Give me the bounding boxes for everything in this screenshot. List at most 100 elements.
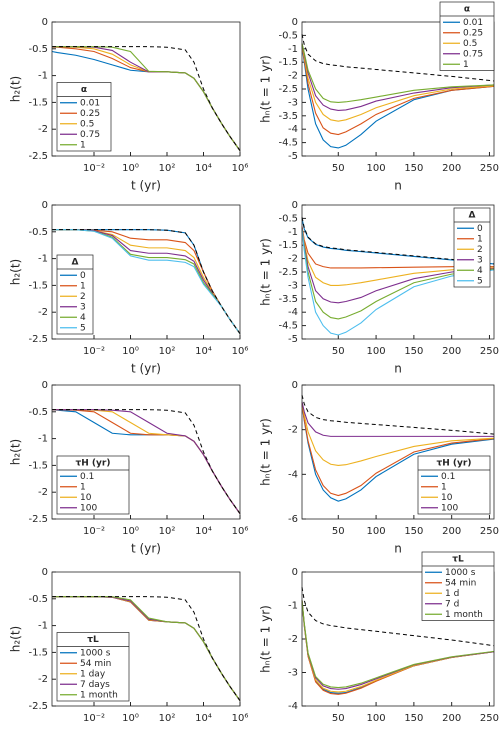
y-tick-label: -2: [288, 254, 298, 265]
y-tick-label: 0: [42, 17, 48, 28]
y-tick-label: -2.5: [278, 267, 298, 278]
legend-label: 0.5: [463, 39, 477, 49]
y-tick-label: -3: [288, 97, 298, 108]
y-tick-label: -3.5: [278, 294, 298, 305]
legend: α 0.010.250.50.751: [56, 82, 112, 152]
legend-label: 1000 s: [445, 568, 476, 578]
y-tick-label: -2: [288, 425, 298, 436]
panel: 0-0.5-1-1.5-2-2.5-3-3.5-4-4.5-550 100 150 2…: [259, 1, 499, 193]
x-tick-label: 250: [480, 526, 499, 537]
panel: 0 -0.5 -1 -1.5 -2 -2.5 10⁻² 10⁰ 10² 10⁴ 10⁶ t (yr) h…: [9, 380, 249, 556]
reference-line: [52, 409, 241, 514]
y-tick-label: -1: [38, 71, 48, 82]
legend-label: 0.75: [463, 49, 483, 59]
reference-line: [301, 216, 495, 265]
x-tick-label: 50: [332, 526, 345, 537]
x-tick-label: 10⁰: [122, 526, 139, 537]
legend-label: 3: [80, 302, 86, 312]
y-tick-label: -2.5: [278, 84, 298, 95]
x-tick-label: 10²: [159, 713, 176, 724]
y-tick-label: -2: [38, 307, 48, 318]
legend-label: 3: [477, 255, 483, 265]
legend-box: [56, 254, 94, 335]
y-axis-label: h₂(t): [9, 76, 23, 102]
legend-label: 1 month: [445, 610, 483, 620]
y-tick-label: -3: [288, 668, 298, 679]
legend-label: 0.01: [463, 18, 483, 28]
legend-label: 10: [80, 493, 92, 503]
x-tick-label: 10⁴: [195, 526, 212, 537]
y-tick-label: -0.5: [28, 594, 48, 605]
x-tick-label: 250: [480, 346, 499, 357]
legend-label: 1: [477, 234, 483, 244]
plot-frame: [51, 571, 241, 707]
plot-frame: [51, 384, 241, 520]
data-line: [301, 44, 495, 122]
reference-line: [52, 596, 241, 701]
legend-label: 4: [80, 313, 86, 323]
data-line: [301, 44, 495, 136]
x-tick-label: 200: [442, 346, 461, 357]
legend-label: 5: [80, 323, 86, 333]
legend-label: 1000 s: [80, 648, 111, 658]
x-tick-label: 10⁻²: [83, 526, 105, 537]
panel: 0-0.5-1-1.5-2-2.5-3-3.5-4-4.5-550 100 150 2…: [259, 200, 500, 376]
reference-line: [301, 394, 495, 435]
legend-label: 1 day: [80, 669, 106, 679]
y-tick-label: -3: [288, 280, 298, 291]
data-line: [52, 229, 241, 334]
x-axis-label: t (yr): [131, 362, 161, 376]
legend-box: [56, 82, 112, 152]
y-tick-label: -0.5: [278, 30, 298, 41]
y-tick-label: -5: [288, 151, 298, 162]
legend-label: 0.25: [80, 109, 100, 119]
legend-title: τL: [87, 635, 99, 645]
legend-title: Δ: [469, 211, 476, 221]
x-tick-label: 200: [442, 526, 461, 537]
legend-label: 0: [80, 271, 86, 281]
y-axis-label: h₂(t): [9, 259, 23, 285]
plot-frame: [301, 21, 495, 157]
y-tick-label: -2: [38, 674, 48, 685]
data-line: [301, 43, 495, 103]
x-tick-label: 50: [332, 163, 345, 174]
data-line: [301, 46, 495, 149]
legend-label: 54 min: [445, 578, 476, 588]
y-tick-label: -2.5: [28, 701, 48, 712]
x-axis-label: n: [394, 362, 402, 376]
panel: 0 -1 -2 -3 -4 50 100 150 200 250 hₙ(t = 1 yr) τL 100…: [259, 551, 499, 724]
y-axis-label: h₂(t): [9, 626, 23, 652]
legend-box: [56, 455, 130, 515]
data-line: [301, 229, 495, 336]
legend-label: 1: [80, 281, 86, 291]
legend-label: 1: [80, 482, 86, 492]
legend-box: [417, 455, 491, 515]
x-tick-label: 10⁶: [232, 526, 249, 537]
data-line: [301, 227, 495, 304]
panel: 0 -0.5 -1 -1.5 -2 -2.5 10⁻² 10⁰ 10² 10⁴ 10⁶ t (yr) h…: [9, 200, 249, 376]
y-tick-label: -0.5: [28, 227, 48, 238]
x-tick-label: 10⁻²: [83, 713, 105, 724]
reference-line: [301, 586, 495, 647]
legend-label: 0: [477, 224, 483, 234]
y-tick-label: -2.5: [28, 151, 48, 162]
y-tick-label: -4.5: [278, 321, 298, 332]
plot-frame: [301, 204, 495, 340]
x-tick-label: 10²: [159, 163, 176, 174]
data-line: [301, 403, 495, 502]
y-tick-label: -2: [288, 634, 298, 645]
y-tick-label: -4: [288, 469, 298, 480]
x-tick-label: 100: [367, 346, 386, 357]
y-tick-label: -1: [38, 621, 48, 632]
y-tick-label: 0: [42, 567, 48, 578]
legend-label: 1 d: [445, 589, 459, 599]
panel: 0 -0.5 -1 -1.5 -2 -2.5 10⁻² 10⁰ 10² 10⁴ 10⁶ h₂(t) τL…: [9, 567, 249, 724]
y-axis-label: h₂(t): [9, 439, 23, 465]
y-tick-label: -1.5: [28, 647, 48, 658]
y-tick-label: -1: [38, 434, 48, 445]
y-tick-label: -5: [288, 334, 298, 345]
y-tick-label: -2.5: [28, 514, 48, 525]
